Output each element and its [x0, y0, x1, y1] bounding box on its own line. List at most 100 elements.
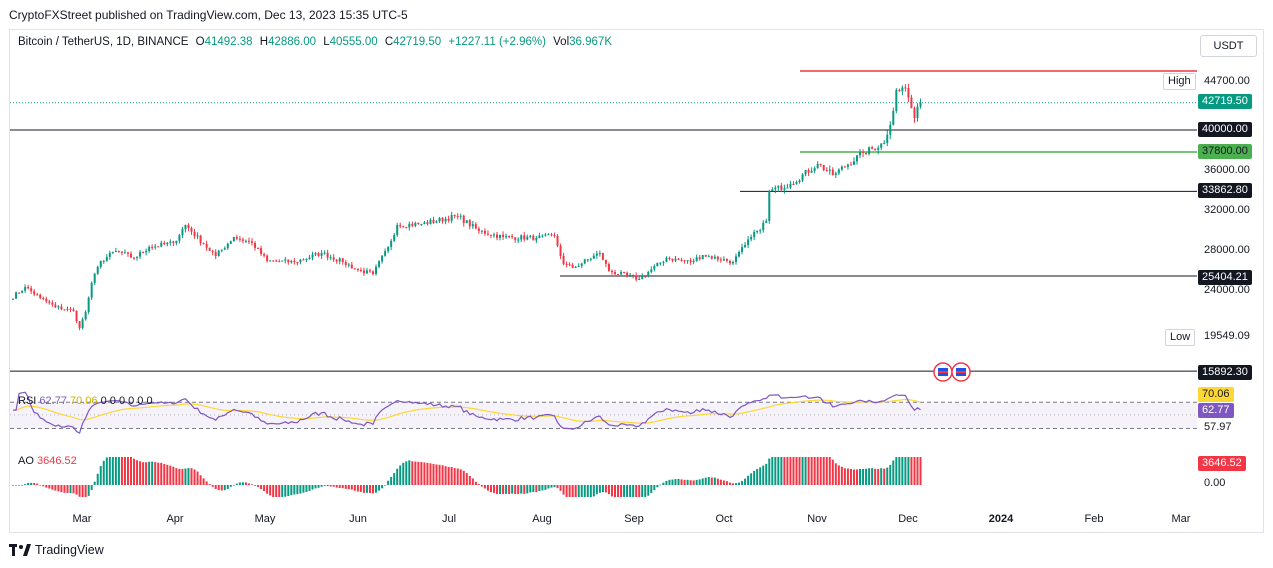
candle-body: [719, 259, 722, 261]
ao-bar: [139, 461, 142, 485]
candle-body: [653, 266, 656, 270]
candle-body: [665, 258, 668, 262]
candle-body: [302, 259, 305, 261]
candle-body: [508, 236, 511, 238]
ao-bar: [499, 485, 502, 494]
candle-body: [145, 250, 148, 253]
time-label-oct: Oct: [715, 513, 733, 525]
candle-body: [111, 252, 114, 254]
currency-button[interactable]: USDT: [1200, 35, 1257, 57]
ao-bar: [607, 485, 610, 495]
candle-body: [865, 153, 868, 154]
ao-bar: [731, 483, 734, 485]
candle-body: [795, 182, 798, 185]
open-value: 41492.38: [204, 36, 253, 48]
candle-body: [568, 264, 571, 266]
symbol-title[interactable]: Bitcoin / TetherUS, 1D, BINANCE: [18, 36, 189, 48]
candle-body: [474, 224, 477, 229]
ao-zero-label: 0.00: [1204, 477, 1226, 489]
ao-bar: [904, 457, 907, 485]
ao-bar: [96, 473, 99, 485]
candle-body: [81, 319, 84, 328]
ao-bar: [426, 462, 429, 485]
candle-body: [771, 189, 774, 191]
ao-bar: [120, 457, 123, 485]
ao-bar: [683, 479, 686, 485]
candle-body: [211, 250, 214, 253]
candle-body: [257, 247, 260, 249]
candle-body: [223, 248, 226, 250]
candle-body: [130, 253, 132, 258]
candle-body: [722, 259, 725, 261]
candle-body: [263, 254, 266, 256]
ao-bar: [722, 480, 725, 485]
candle-body: [60, 306, 63, 310]
ao-bar: [553, 485, 556, 488]
ao-bar: [90, 485, 93, 491]
ao-bar: [338, 485, 341, 489]
candle-body: [592, 255, 595, 259]
ao-bar: [686, 479, 689, 485]
ao-bar: [344, 485, 347, 489]
candle-body: [668, 258, 671, 259]
candle-body: [462, 215, 465, 223]
ao-bar: [698, 479, 701, 485]
ao-bar: [459, 469, 462, 485]
ao-bar: [617, 485, 620, 497]
candle-body: [825, 170, 828, 172]
time-label-2024: 2024: [988, 513, 1014, 525]
candle-body: [632, 274, 635, 276]
ao-bar: [883, 468, 886, 485]
ao-bar: [220, 485, 223, 491]
candle-body: [190, 228, 193, 232]
candle-body: [423, 222, 426, 224]
candle-body: [281, 260, 284, 262]
ao-bar: [78, 485, 81, 497]
ao-bar: [632, 485, 635, 497]
chart-frame[interactable]: [9, 29, 1264, 533]
candle-body: [553, 234, 556, 236]
time-label-mar-2024: Mar: [1171, 513, 1191, 525]
ao-bar: [393, 473, 396, 485]
ao-bar: [759, 467, 762, 485]
candle-body: [323, 252, 326, 254]
ao-bar: [641, 485, 644, 497]
ao-bar: [650, 485, 653, 494]
ao-bar: [169, 465, 172, 485]
candle-body: [420, 224, 423, 225]
ao-bar: [69, 485, 72, 494]
ao-bar: [716, 478, 719, 485]
candle-body: [807, 170, 810, 173]
ao-bar: [898, 457, 901, 485]
ao-bar: [505, 485, 508, 494]
ao-bar: [238, 482, 241, 485]
candle-body: [556, 236, 559, 246]
candle-body: [335, 259, 338, 262]
candle-body: [828, 169, 831, 171]
candle-body: [99, 261, 102, 267]
candle-body: [232, 237, 235, 242]
ao-bar: [202, 478, 205, 485]
candle-body: [21, 290, 24, 293]
ao-bar: [880, 468, 883, 485]
candle-body: [626, 272, 629, 276]
ao-bar: [614, 485, 616, 497]
tradingview-logo[interactable]: TradingView: [9, 543, 104, 557]
ao-bar: [626, 485, 629, 497]
ao-bar: [172, 466, 175, 485]
ao-bar: [133, 458, 136, 485]
ao-bar: [795, 457, 798, 485]
candle-body: [396, 225, 399, 235]
ao-bar: [644, 485, 647, 497]
candle-body: [695, 257, 698, 261]
ao-bar: [293, 485, 296, 495]
candle-body: [293, 260, 296, 262]
ao-bar: [502, 485, 505, 495]
rsi-legend: RSI 62.77 70.06 0 0 0 0 0 0: [18, 395, 153, 407]
ao-bar: [368, 485, 371, 494]
candle-body: [142, 251, 145, 253]
candle-body: [166, 242, 169, 245]
ao-bar: [93, 481, 96, 485]
ao-bar: [828, 457, 831, 485]
